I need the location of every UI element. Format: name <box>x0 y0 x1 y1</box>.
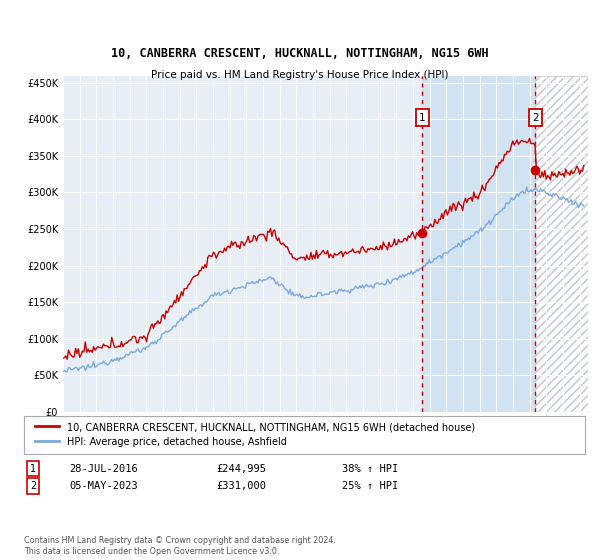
Bar <box>535 76 588 412</box>
Text: 28-JUL-2016: 28-JUL-2016 <box>69 464 138 474</box>
Text: 25% ↑ HPI: 25% ↑ HPI <box>342 481 398 491</box>
Text: 10, CANBERRA CRESCENT, HUCKNALL, NOTTINGHAM, NG15 6WH: 10, CANBERRA CRESCENT, HUCKNALL, NOTTING… <box>111 48 489 60</box>
Text: Contains HM Land Registry data © Crown copyright and database right 2024.
This d: Contains HM Land Registry data © Crown c… <box>24 536 336 556</box>
Text: £331,000: £331,000 <box>216 481 266 491</box>
Text: 2: 2 <box>532 113 539 123</box>
Text: 05-MAY-2023: 05-MAY-2023 <box>69 481 138 491</box>
Text: 1: 1 <box>419 113 426 123</box>
Legend: 10, CANBERRA CRESCENT, HUCKNALL, NOTTINGHAM, NG15 6WH (detached house), HPI: Ave: 10, CANBERRA CRESCENT, HUCKNALL, NOTTING… <box>32 419 478 450</box>
Text: 38% ↑ HPI: 38% ↑ HPI <box>342 464 398 474</box>
Text: £244,995: £244,995 <box>216 464 266 474</box>
Text: 1: 1 <box>30 464 36 474</box>
Text: Price paid vs. HM Land Registry's House Price Index (HPI): Price paid vs. HM Land Registry's House … <box>151 70 449 80</box>
Text: 2: 2 <box>30 481 36 491</box>
Bar <box>422 76 535 412</box>
